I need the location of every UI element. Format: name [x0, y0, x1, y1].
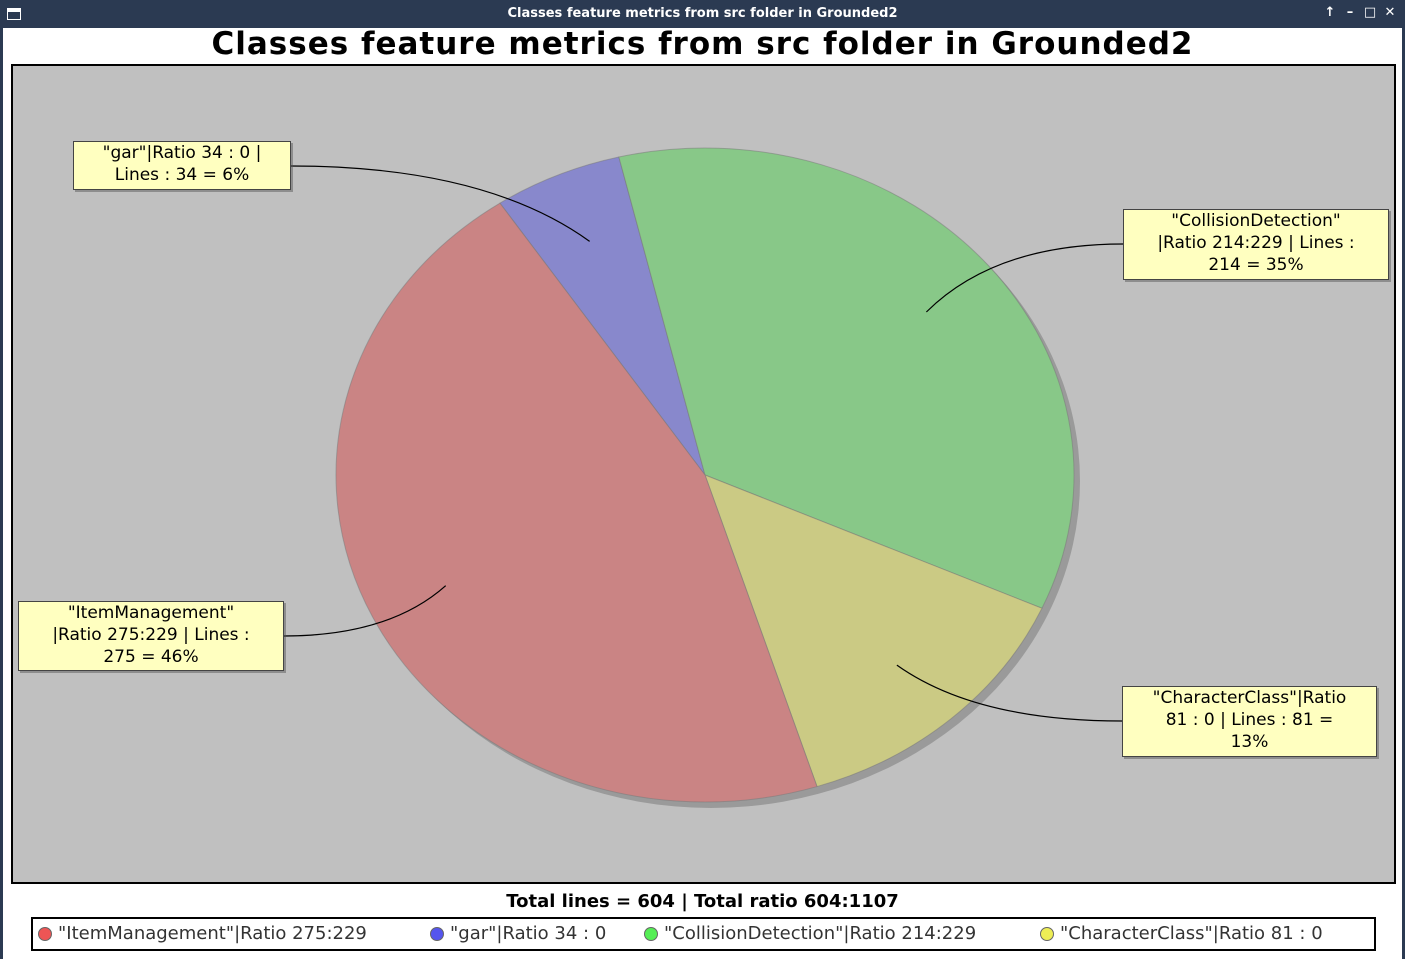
legend-item: "CharacterClass"|Ratio 81 : 0 — [1040, 923, 1323, 944]
pie-slice-itemmanagement[interactable] — [335, 202, 818, 803]
slice-label-itemmanagement: "ItemManagement" |Ratio 275:229 | Lines … — [18, 601, 284, 671]
slice-label-collisiondetection: "CollisionDetection" |Ratio 214:229 | Li… — [1123, 209, 1389, 280]
shade-up-icon[interactable]: ↑ — [1324, 5, 1336, 20]
slice-label-line: "CharacterClass"|Ratio — [1152, 688, 1347, 708]
leader-line-characterclass — [896, 664, 1123, 722]
plot-area: "ItemManagement" |Ratio 275:229 | Lines … — [11, 64, 1396, 884]
legend-label: "CollisionDetection"|Ratio 214:229 — [664, 923, 977, 944]
legend-dot-icon — [430, 926, 444, 941]
slice-label-characterclass: "CharacterClass"|Ratio 81 : 0 | Lines : … — [1122, 686, 1377, 757]
legend-label: "CharacterClass"|Ratio 81 : 0 — [1060, 923, 1323, 944]
pie-slice-collisiondetection[interactable] — [618, 147, 1075, 609]
leader-line-itemmanagement — [283, 585, 447, 637]
window-titlebar[interactable]: Classes feature metrics from src folder … — [0, 0, 1405, 28]
total-summary: Total lines = 604 | Total ratio 604:1107 — [506, 891, 899, 912]
legend-item: "gar"|Ratio 34 : 0 — [430, 923, 606, 944]
slice-label-line: Lines : 34 = 6% — [114, 165, 250, 185]
slice-label-line: 214 = 35% — [1208, 255, 1304, 275]
slice-label-line: "ItemManagement" — [67, 603, 235, 623]
slice-label-line: 13% — [1230, 732, 1269, 752]
legend-dot-icon — [38, 926, 52, 941]
slice-label-line: |Ratio 275:229 | Lines : — [52, 625, 250, 645]
window-controls: ↑ – □ ✕ — [1323, 5, 1397, 21]
pie-chart — [283, 147, 1124, 808]
legend-item: "ItemManagement"|Ratio 275:229 — [38, 923, 367, 944]
slice-label-line: "CollisionDetection" — [1171, 211, 1341, 231]
pie-slice-gar[interactable] — [499, 156, 706, 476]
slice-label-gar: "gar"|Ratio 34 : 0 | Lines : 34 = 6% — [73, 141, 291, 190]
slice-label-line: 275 = 46% — [103, 647, 199, 667]
legend-label: "ItemManagement"|Ratio 275:229 — [58, 923, 367, 944]
legend-dot-icon — [644, 926, 658, 941]
close-icon[interactable]: ✕ — [1384, 5, 1396, 20]
legend-dot-icon — [1040, 926, 1054, 941]
legend-item: "CollisionDetection"|Ratio 214:229 — [644, 923, 976, 944]
window-frame-right — [1402, 28, 1405, 959]
legend: "ItemManagement"|Ratio 275:229 "gar"|Rat… — [31, 917, 1376, 951]
slice-label-line: "gar"|Ratio 34 : 0 | — [102, 143, 262, 163]
window-menu-icon[interactable] — [7, 8, 21, 20]
window-frame-left — [0, 28, 3, 959]
window-title: Classes feature metrics from src folder … — [507, 6, 898, 21]
leader-line-gar — [290, 165, 590, 242]
legend-label: "gar"|Ratio 34 : 0 — [450, 923, 607, 944]
maximize-icon[interactable]: □ — [1363, 5, 1377, 20]
leader-line-collisiondetection — [925, 243, 1124, 313]
slice-label-line: |Ratio 214:229 | Lines : — [1157, 233, 1355, 253]
chart-title: Classes feature metrics from src folder … — [211, 26, 1194, 62]
minimize-icon[interactable]: – — [1346, 5, 1354, 20]
slice-label-line: 81 : 0 | Lines : 81 = — [1165, 710, 1334, 730]
